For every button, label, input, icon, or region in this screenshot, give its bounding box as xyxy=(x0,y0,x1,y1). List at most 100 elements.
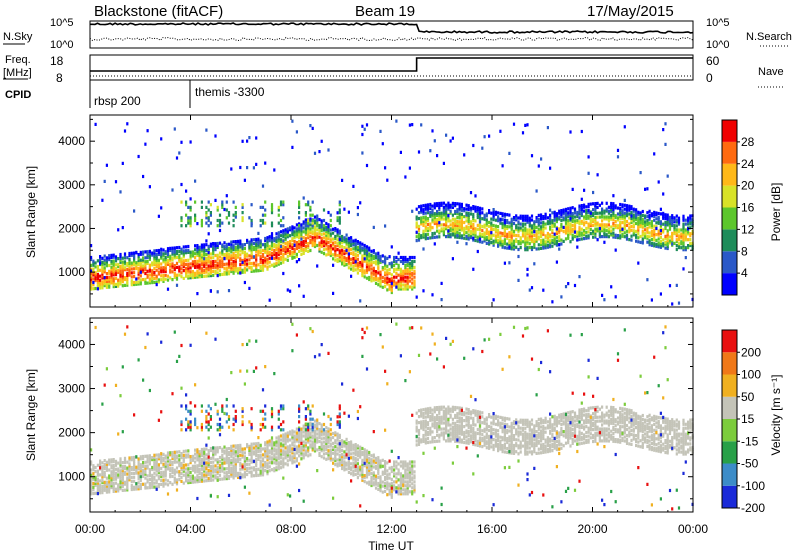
radar-cell xyxy=(454,202,457,206)
radar-cell xyxy=(689,216,692,220)
radar-cell xyxy=(166,455,170,459)
radar-cell xyxy=(596,205,599,209)
radar-cell xyxy=(182,263,185,267)
radar-cell xyxy=(436,225,439,229)
radar-cell xyxy=(239,267,242,271)
radar-cell xyxy=(485,230,488,234)
radar-cell xyxy=(558,237,561,241)
radar-cell xyxy=(483,231,486,235)
radar-cell xyxy=(139,268,142,272)
radar-cell xyxy=(250,238,253,242)
radar-cell xyxy=(185,428,188,432)
radar-cell xyxy=(657,241,660,245)
radar-cell xyxy=(503,230,506,234)
radar-cell xyxy=(332,237,335,241)
radar-cell xyxy=(521,222,525,226)
radar-cell xyxy=(370,271,373,275)
radar-cell xyxy=(646,230,649,234)
radar-cell xyxy=(148,454,151,458)
radar-cell xyxy=(585,209,588,213)
radar-cell xyxy=(139,471,142,475)
radar-cell xyxy=(250,265,253,269)
radar-cell xyxy=(214,476,217,480)
radar-cell xyxy=(185,268,188,272)
radar-cell xyxy=(621,203,624,207)
radar-cell xyxy=(218,459,222,463)
radar-cell xyxy=(200,267,203,271)
radar-cell xyxy=(90,287,93,291)
radar-cell xyxy=(499,219,502,223)
radar-cell xyxy=(123,129,127,133)
radar-cell xyxy=(155,260,158,265)
radar-cell xyxy=(295,451,298,455)
radar-cell xyxy=(264,208,267,212)
radar-cell xyxy=(108,488,111,492)
radar-cell xyxy=(334,240,337,244)
radar-cell xyxy=(338,221,341,225)
radar-cell xyxy=(530,214,534,218)
radar-cell xyxy=(291,250,294,254)
radar-cell xyxy=(101,286,104,290)
radar-cell xyxy=(289,242,292,246)
radar-cell xyxy=(639,219,642,223)
radar-cell xyxy=(180,257,183,261)
radar-cell xyxy=(212,448,215,452)
radar-cell xyxy=(227,466,231,470)
radar-cell xyxy=(212,262,215,266)
radar-cell xyxy=(329,240,332,244)
radar-cell xyxy=(365,253,369,257)
radar-cell xyxy=(578,212,581,216)
radar-cell xyxy=(284,450,287,454)
radar-cell xyxy=(332,243,335,247)
radar-cell xyxy=(311,230,314,234)
radar-cell xyxy=(189,459,192,463)
radar-cell xyxy=(130,279,133,283)
radar-cell xyxy=(234,205,237,209)
radar-cell xyxy=(363,127,366,131)
radar-cell xyxy=(160,137,163,141)
radar-cell xyxy=(673,226,676,230)
radar-cell xyxy=(203,259,206,263)
radar-cell xyxy=(526,218,529,222)
radar-cell xyxy=(488,230,491,234)
radar-cell xyxy=(130,275,133,279)
radar-cell xyxy=(352,261,355,265)
radar-cell xyxy=(209,474,212,478)
radar-cell xyxy=(583,215,586,219)
radar-cell xyxy=(178,470,181,474)
radar-cell xyxy=(338,239,341,243)
radar-cell xyxy=(173,268,176,272)
radar-cell xyxy=(341,178,344,182)
radar-cell xyxy=(90,474,93,478)
radar-cell xyxy=(96,487,99,491)
radar-cell xyxy=(200,259,203,263)
radar-cell xyxy=(275,236,278,240)
radar-cell xyxy=(300,439,303,443)
radar-cell xyxy=(456,240,459,244)
radar-cell xyxy=(607,211,610,215)
radar-cell xyxy=(160,457,163,461)
radar-cell xyxy=(436,229,439,233)
radar-cell xyxy=(241,139,244,143)
radar-cell xyxy=(264,469,267,473)
radar-cell xyxy=(408,123,411,127)
radar-cell xyxy=(286,288,289,292)
radar-cell xyxy=(641,233,644,237)
radar-cell xyxy=(313,215,317,219)
radar-cell xyxy=(540,225,543,229)
radar-cell xyxy=(677,216,681,220)
radar-cell xyxy=(264,250,267,254)
radar-cell xyxy=(189,470,192,475)
radar-cell xyxy=(298,230,301,234)
radar-cell xyxy=(494,234,497,238)
radar-cell xyxy=(110,486,113,490)
radar-cell xyxy=(169,246,172,250)
radar-cell xyxy=(454,211,457,215)
radar-cell xyxy=(160,247,163,251)
radar-cell xyxy=(322,224,326,228)
radar-cell xyxy=(307,245,310,250)
radar-cell xyxy=(458,216,461,220)
radar-cell xyxy=(549,235,552,239)
radar-cell xyxy=(361,272,364,276)
radar-cell xyxy=(540,231,543,235)
